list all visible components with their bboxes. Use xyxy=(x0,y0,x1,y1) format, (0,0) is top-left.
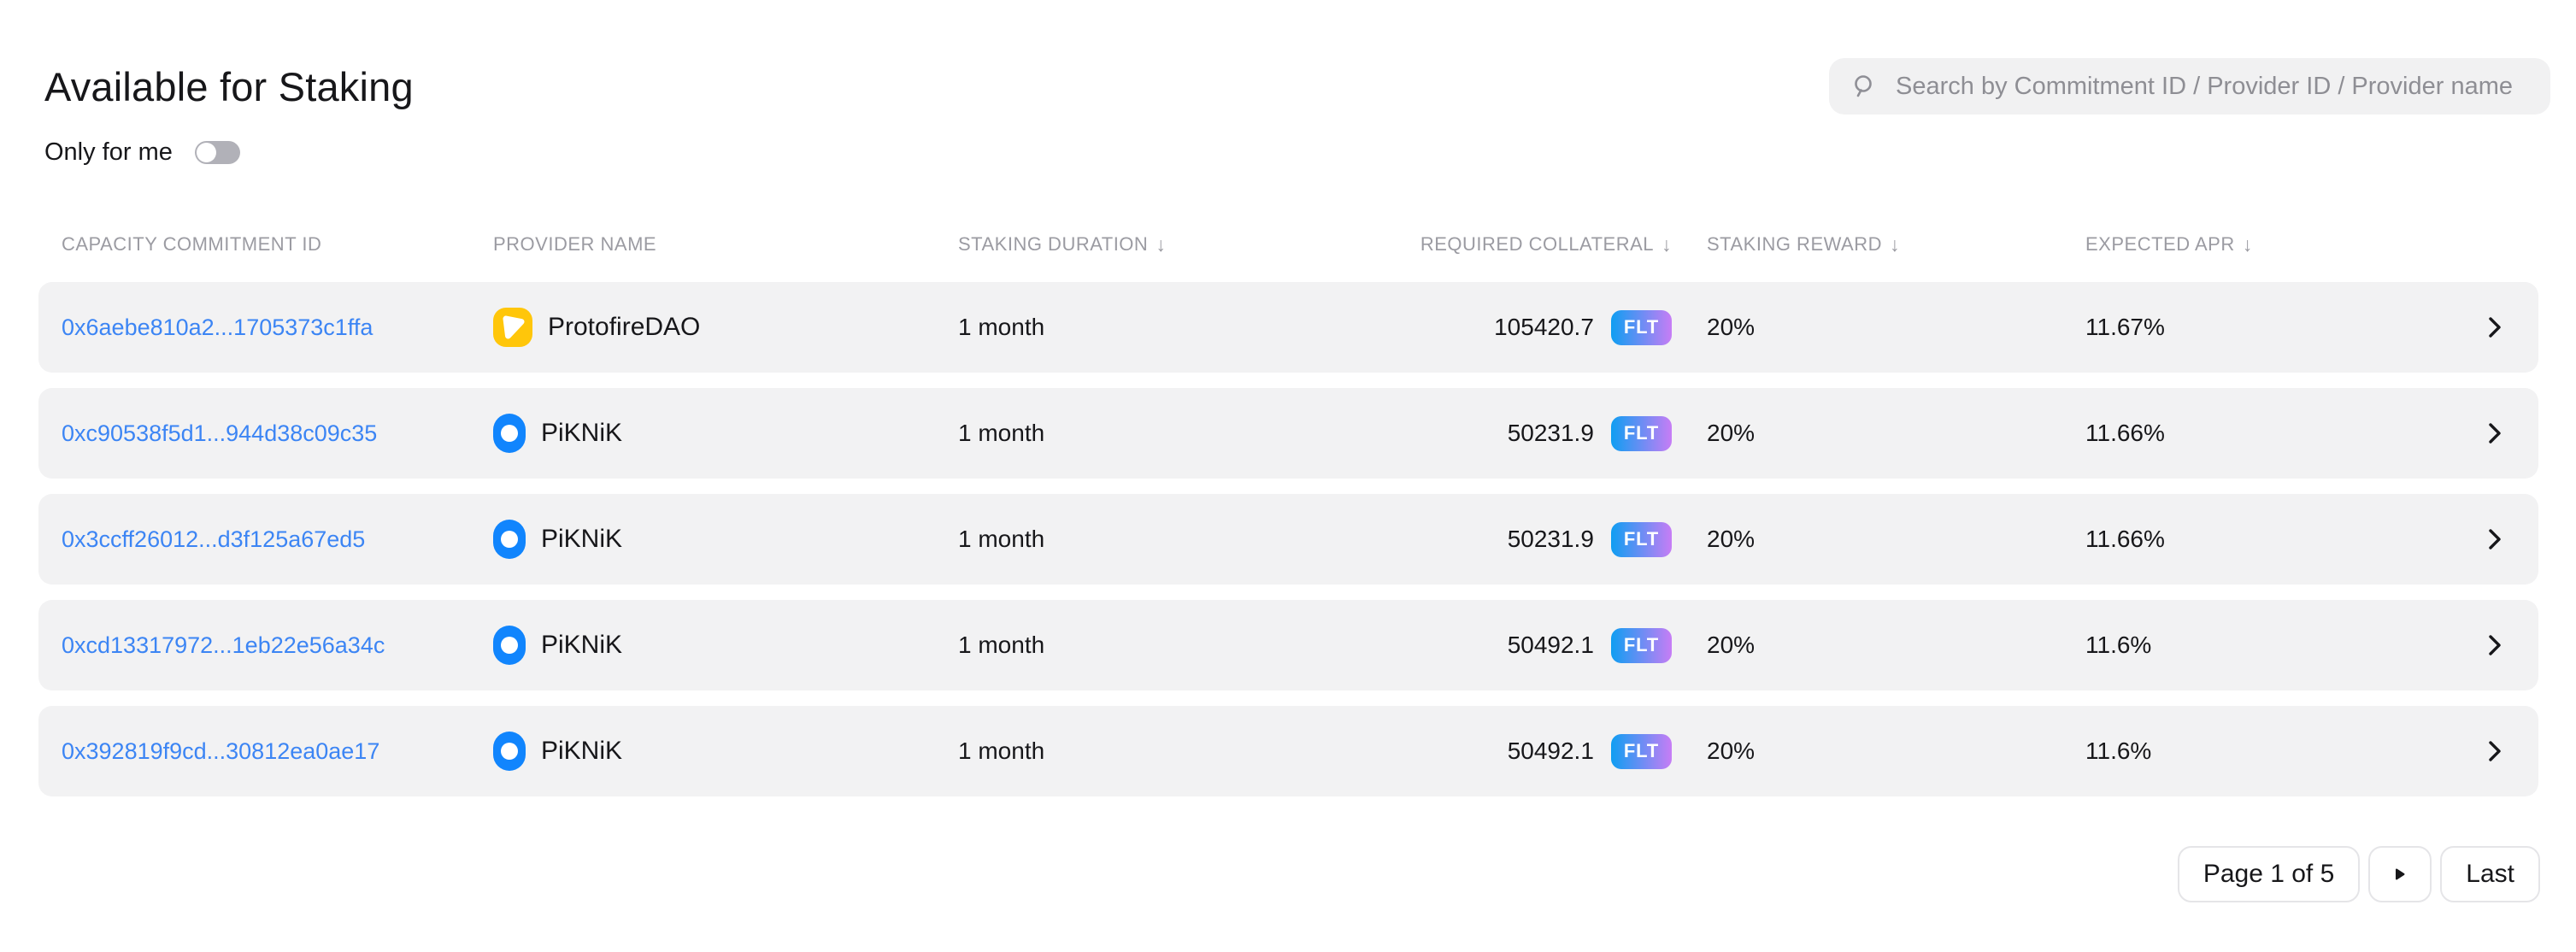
collateral-value: 50231.9 xyxy=(1507,420,1594,446)
staking-reward-cell: 20% xyxy=(1707,738,1756,764)
provider-avatar-icon xyxy=(493,520,526,559)
staking-reward-cell: 20% xyxy=(1707,526,1756,552)
provider-avatar-icon xyxy=(493,308,532,347)
commitment-id-link[interactable]: 0xc90538f5d1...944d38c09c35 xyxy=(62,420,378,446)
table-row[interactable]: 0x3ccff26012...d3f125a67ed5 PiKNiK 1 mon… xyxy=(38,494,2538,585)
provider-cell: PiKNiK xyxy=(455,520,920,559)
collateral-value: 50492.1 xyxy=(1507,738,1594,764)
flt-token-badge: FLT xyxy=(1610,521,1672,557)
required-collateral-cell: 50492.1 FLT xyxy=(1218,733,1672,769)
provider-cell: PiKNiK xyxy=(455,414,920,453)
required-collateral-cell: 105420.7 FLT xyxy=(1218,309,1672,345)
provider-name: PiKNiK xyxy=(541,525,623,553)
commitment-id-cell: 0x392819f9cd...30812ea0ae17 xyxy=(62,738,455,765)
provider-name: PiKNiK xyxy=(541,419,623,447)
row-details-button[interactable] xyxy=(2474,526,2515,552)
collateral-value: 105420.7 xyxy=(1494,314,1594,340)
staking-duration-cell: 1 month xyxy=(958,738,1045,764)
chevron-right-icon xyxy=(2489,423,2501,444)
table-row[interactable]: 0x6aebe810a2...1705373c1ffa ProtofireDAO… xyxy=(38,282,2538,373)
flt-token-badge: FLT xyxy=(1610,309,1672,345)
row-details-button[interactable] xyxy=(2474,314,2515,340)
provider-name: PiKNiK xyxy=(541,631,623,659)
commitment-id-link[interactable]: 0x392819f9cd...30812ea0ae17 xyxy=(62,738,380,764)
provider-cell: ProtofireDAO xyxy=(455,308,920,347)
staking-reward-cell: 20% xyxy=(1707,420,1756,446)
sort-descending-icon: ↓ xyxy=(1661,232,1672,256)
column-header-required-collateral[interactable]: REQUIRED COLLATERAL ↓ xyxy=(1420,232,1672,256)
collateral-value: 50231.9 xyxy=(1507,526,1594,552)
page-indicator-button[interactable]: Page 1 of 5 xyxy=(2177,846,2361,902)
table-row[interactable]: 0x392819f9cd...30812ea0ae17 PiKNiK 1 mon… xyxy=(38,706,2538,796)
pagination: Page 1 of 5 Last xyxy=(2177,846,2540,902)
sort-descending-icon: ↓ xyxy=(1890,232,1901,256)
provider-cell: PiKNiK xyxy=(455,732,920,771)
filter-row: Only for me xyxy=(44,135,240,169)
flt-token-badge: FLT xyxy=(1610,627,1672,663)
search-box[interactable] xyxy=(1829,58,2550,115)
commitment-id-cell: 0x6aebe810a2...1705373c1ffa xyxy=(62,314,455,341)
expected-apr-cell: 11.66% xyxy=(2085,420,2165,446)
staking-duration-cell: 1 month xyxy=(958,526,1045,552)
row-details-button[interactable] xyxy=(2474,738,2515,764)
table-row[interactable]: 0xc90538f5d1...944d38c09c35 PiKNiK 1 mon… xyxy=(38,388,2538,479)
required-collateral-cell: 50231.9 FLT xyxy=(1218,521,1672,557)
column-header-staking-duration[interactable]: STAKING DURATION ↓ xyxy=(958,232,1167,256)
expected-apr-cell: 11.6% xyxy=(2085,632,2152,658)
table-header: CAPACITY COMMITMENT ID PROVIDER NAME STA… xyxy=(38,224,2538,265)
search-icon xyxy=(1851,73,1879,100)
commitment-id-link[interactable]: 0x6aebe810a2...1705373c1ffa xyxy=(62,314,373,340)
chevron-right-icon xyxy=(2489,317,2501,338)
staking-reward-cell: 20% xyxy=(1707,314,1756,340)
staking-duration-cell: 1 month xyxy=(958,314,1045,340)
sort-descending-icon: ↓ xyxy=(2242,232,2253,256)
table-row[interactable]: 0xcd13317972...1eb22e56a34c PiKNiK 1 mon… xyxy=(38,600,2538,690)
staking-duration-cell: 1 month xyxy=(958,420,1045,446)
staking-table: CAPACITY COMMITMENT ID PROVIDER NAME STA… xyxy=(38,224,2538,812)
required-collateral-cell: 50492.1 FLT xyxy=(1218,627,1672,663)
next-page-icon xyxy=(2396,868,2405,880)
chevron-right-icon xyxy=(2489,635,2501,655)
row-details-button[interactable] xyxy=(2474,632,2515,658)
expected-apr-cell: 11.6% xyxy=(2085,738,2152,764)
provider-avatar-icon xyxy=(493,414,526,453)
sort-descending-icon: ↓ xyxy=(1156,232,1167,256)
provider-cell: PiKNiK xyxy=(455,626,920,665)
commitment-id-link[interactable]: 0xcd13317972...1eb22e56a34c xyxy=(62,632,385,658)
commitment-id-cell: 0x3ccff26012...d3f125a67ed5 xyxy=(62,526,455,553)
toggle-knob-icon xyxy=(196,142,216,162)
collateral-value: 50492.1 xyxy=(1507,632,1594,658)
column-header-staking-reward[interactable]: STAKING REWARD ↓ xyxy=(1707,232,1901,256)
provider-name: PiKNiK xyxy=(541,737,623,765)
column-header-expected-apr[interactable]: EXPECTED APR ↓ xyxy=(2085,232,2253,256)
flt-token-badge: FLT xyxy=(1610,415,1672,451)
chevron-right-icon xyxy=(2489,529,2501,549)
only-for-me-label: Only for me xyxy=(44,138,173,166)
flt-token-badge: FLT xyxy=(1610,733,1672,769)
expected-apr-cell: 11.66% xyxy=(2085,526,2165,552)
page-title: Available for Staking xyxy=(44,64,414,109)
only-for-me-toggle[interactable] xyxy=(194,140,240,164)
row-details-button[interactable] xyxy=(2474,420,2515,446)
provider-avatar-icon xyxy=(493,732,526,771)
commitment-id-link[interactable]: 0x3ccff26012...d3f125a67ed5 xyxy=(62,526,366,552)
last-page-button[interactable]: Last xyxy=(2440,846,2540,902)
provider-name: ProtofireDAO xyxy=(548,313,701,341)
search-input[interactable] xyxy=(1894,71,2528,102)
column-header-capacity-commitment-id: CAPACITY COMMITMENT ID xyxy=(62,233,322,255)
required-collateral-cell: 50231.9 FLT xyxy=(1218,415,1672,451)
staking-reward-cell: 20% xyxy=(1707,632,1756,658)
column-header-provider-name: PROVIDER NAME xyxy=(493,233,657,255)
expected-apr-cell: 11.67% xyxy=(2085,314,2165,340)
commitment-id-cell: 0xcd13317972...1eb22e56a34c xyxy=(62,632,455,659)
table-body: 0x6aebe810a2...1705373c1ffa ProtofireDAO… xyxy=(38,282,2538,796)
provider-avatar-icon xyxy=(493,626,526,665)
commitment-id-cell: 0xc90538f5d1...944d38c09c35 xyxy=(62,420,455,447)
chevron-right-icon xyxy=(2489,741,2501,761)
next-page-button[interactable] xyxy=(2368,846,2432,902)
staking-duration-cell: 1 month xyxy=(958,632,1045,658)
